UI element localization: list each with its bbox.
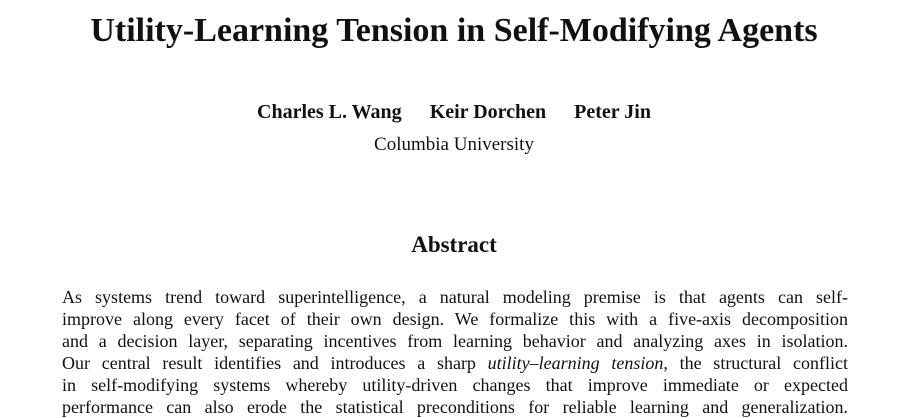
author-name: Keir Dorchen bbox=[429, 101, 547, 123]
abstract-text: , the structural conflict bbox=[663, 353, 848, 373]
abstract-text: Our central result identifies and introd… bbox=[62, 353, 488, 373]
abstract-text: performance can also erode the statistic… bbox=[62, 397, 848, 417]
author-list: Charles L. Wang Keir Dorchen Peter Jin bbox=[0, 101, 908, 124]
emphasized-term: utility–learning tension bbox=[487, 353, 664, 373]
author-name: Charles L. Wang bbox=[257, 101, 402, 123]
abstract-text: improve along every facet of their own d… bbox=[62, 309, 848, 329]
abstract-line: performance can also erode the statistic… bbox=[62, 396, 848, 418]
paper-title: Utility-Learning Tension in Self-Modifyi… bbox=[90, 12, 818, 49]
abstract-line: improve along every facet of their own d… bbox=[62, 308, 848, 330]
abstract-line: Our central result identifies and introd… bbox=[62, 352, 848, 374]
abstract-text: in self-modifying systems whereby utilit… bbox=[62, 375, 848, 395]
affiliation: Columbia University bbox=[374, 134, 534, 155]
author-name: Peter Jin bbox=[574, 101, 651, 123]
abstract-line: and a decision layer, separating incenti… bbox=[62, 330, 848, 352]
abstract-heading: Abstract bbox=[411, 232, 497, 257]
abstract-body: As systems trend toward superintelligenc… bbox=[62, 286, 848, 418]
abstract-line: As systems trend toward superintelligenc… bbox=[62, 286, 848, 308]
abstract-line: in self-modifying systems whereby utilit… bbox=[62, 374, 848, 396]
abstract-text: and a decision layer, separating incenti… bbox=[62, 331, 848, 351]
abstract-text: As systems trend toward superintelligenc… bbox=[62, 287, 848, 307]
